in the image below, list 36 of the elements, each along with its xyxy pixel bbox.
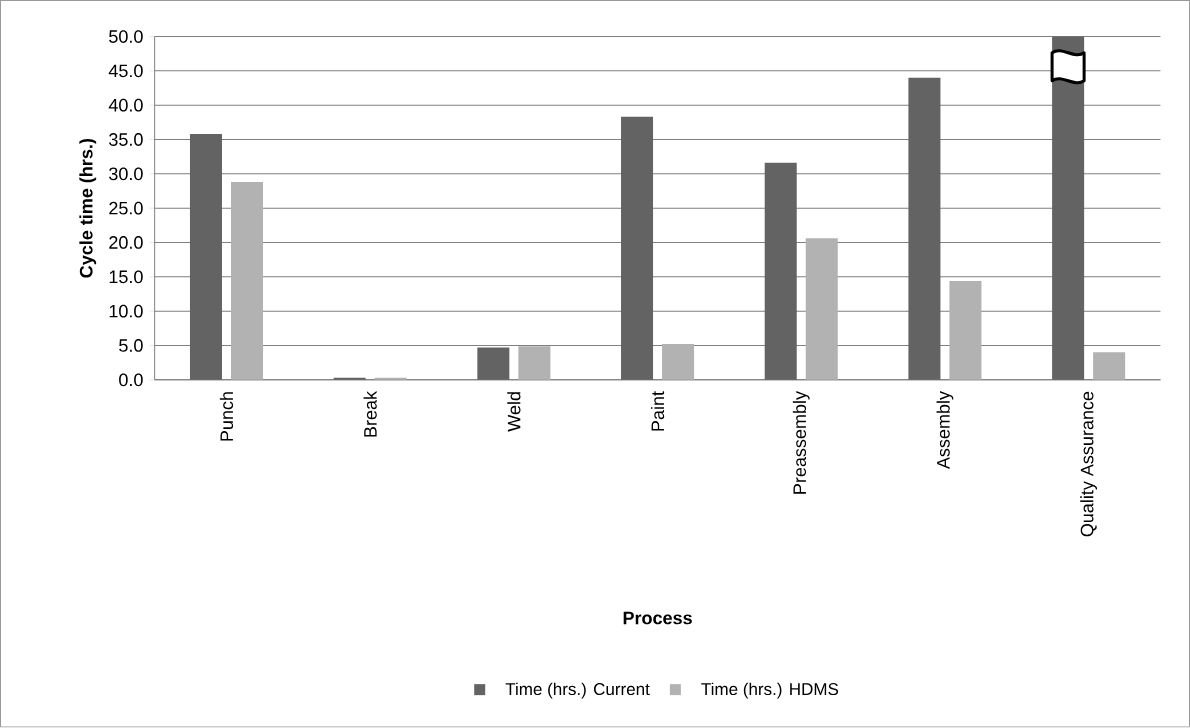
x-tick-label: Paint: [650, 391, 665, 431]
x-tick-label: Weld: [507, 392, 521, 432]
bar: [189, 134, 222, 381]
bar: [621, 117, 654, 381]
bar: [949, 281, 982, 381]
y-tick-label: 25.0: [109, 201, 143, 215]
y-tick-label: 5.0: [119, 339, 143, 353]
bar: [764, 163, 797, 381]
x-tick-label: Break: [363, 391, 377, 437]
legend-label: Time (hrs.) HDMS: [701, 682, 839, 699]
bar: [374, 377, 407, 381]
y-tick-label: 45.0: [108, 64, 143, 78]
x-tick-label: Assembly: [936, 391, 954, 470]
bar: [230, 182, 264, 381]
y-tick-label: 10.0: [109, 304, 143, 318]
x-tick-label: Quality Assurance: [1080, 392, 1098, 537]
legend-label: Time (hrs.) Current: [505, 682, 650, 699]
x-tick-label: Punch: [219, 392, 234, 441]
bar: [908, 77, 941, 381]
y-tick-label: 40.0: [108, 99, 143, 112]
bar: [518, 346, 551, 381]
x-axis-title: Process: [623, 611, 692, 625]
y-tick-label: 35.0: [109, 133, 143, 147]
bar: [1093, 352, 1126, 381]
y-axis-title: Cycle time (hrs.): [79, 139, 97, 278]
y-tick-label: 30.0: [109, 167, 143, 181]
bar: [662, 344, 695, 381]
x-tick-label: Preassembly: [792, 391, 810, 494]
bar: [805, 238, 838, 381]
bar: [1052, 36, 1085, 381]
bar: [333, 377, 366, 381]
y-tick-label: 0.0: [119, 373, 143, 387]
y-tick-label: 20.0: [109, 236, 143, 250]
y-tick-label: 50.0: [109, 30, 143, 44]
bar: [477, 347, 510, 381]
y-tick-label: 15.0: [109, 270, 143, 284]
